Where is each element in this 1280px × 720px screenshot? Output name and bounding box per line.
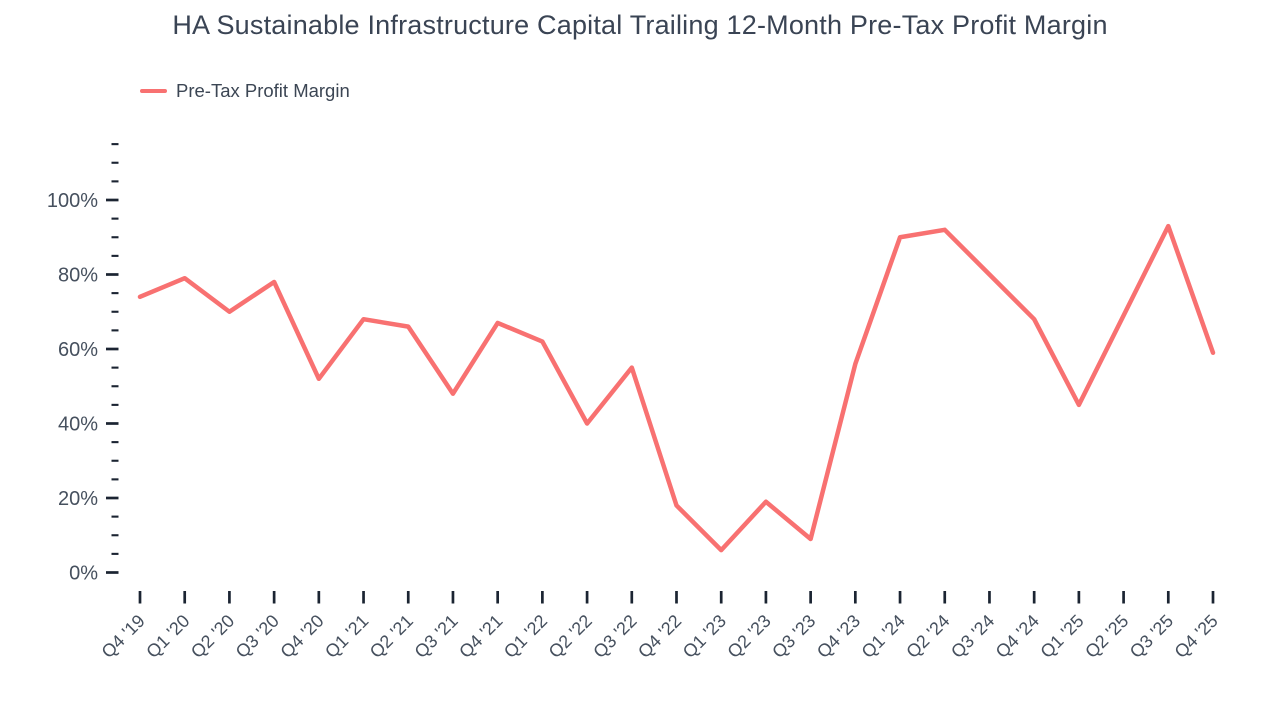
y-axis-tick-label: 100% <box>47 190 98 212</box>
y-axis-tick-label: 0% <box>69 563 98 585</box>
x-axis-tick-label: Q4 '24 <box>992 611 1043 662</box>
x-axis-tick-label: Q3 '24 <box>947 611 998 662</box>
x-axis-tick-label: Q2 '23 <box>723 611 774 662</box>
legend-line-swatch <box>140 88 167 94</box>
y-axis-tick-label: 20% <box>58 488 98 510</box>
x-axis-tick-label: Q2 '22 <box>545 611 596 662</box>
legend-label: Pre-Tax Profit Margin <box>176 80 350 101</box>
x-axis-tick-label: Q4 '23 <box>813 611 864 662</box>
x-axis-tick-label: Q4 '22 <box>634 611 685 662</box>
x-axis-tick-label: Q3 '20 <box>232 611 283 662</box>
x-axis-tick-label: Q4 '21 <box>455 611 506 662</box>
x-axis-tick-label: Q1 '22 <box>500 611 551 662</box>
legend: Pre-Tax Profit Margin <box>140 80 350 102</box>
x-axis-tick-label: Q3 '21 <box>411 611 462 662</box>
x-axis-tick-label: Q1 '25 <box>1036 611 1087 662</box>
x-axis-tick-label: Q2 '24 <box>902 611 953 662</box>
y-axis-tick-label: 80% <box>58 265 98 287</box>
x-axis-tick-label: Q2 '21 <box>366 611 417 662</box>
x-axis-tick-label: Q2 '25 <box>1081 611 1132 662</box>
x-axis-tick-label: Q1 '23 <box>679 611 730 662</box>
x-axis-tick-label: Q4 '25 <box>1171 611 1222 662</box>
x-axis-tick-label: Q1 '24 <box>858 611 909 662</box>
x-axis-tick-label: Q2 '20 <box>187 611 238 662</box>
y-axis-tick-label: 60% <box>58 339 98 361</box>
chart-title: HA Sustainable Infrastructure Capital Tr… <box>172 10 1108 40</box>
x-axis-tick-label: Q3 '25 <box>1126 611 1177 662</box>
x-axis-tick-label: Q4 '19 <box>98 611 149 662</box>
x-axis-tick-label: Q1 '21 <box>321 611 372 662</box>
x-axis-tick-label: Q4 '20 <box>276 611 327 662</box>
x-axis-tick-label: Q3 '23 <box>768 611 819 662</box>
y-axis-tick-label: 40% <box>58 414 98 436</box>
x-axis-tick-label: Q3 '22 <box>589 611 640 662</box>
pre-tax-profit-margin-line <box>137 223 1216 553</box>
x-axis-tick-label: Q1 '20 <box>142 611 193 662</box>
